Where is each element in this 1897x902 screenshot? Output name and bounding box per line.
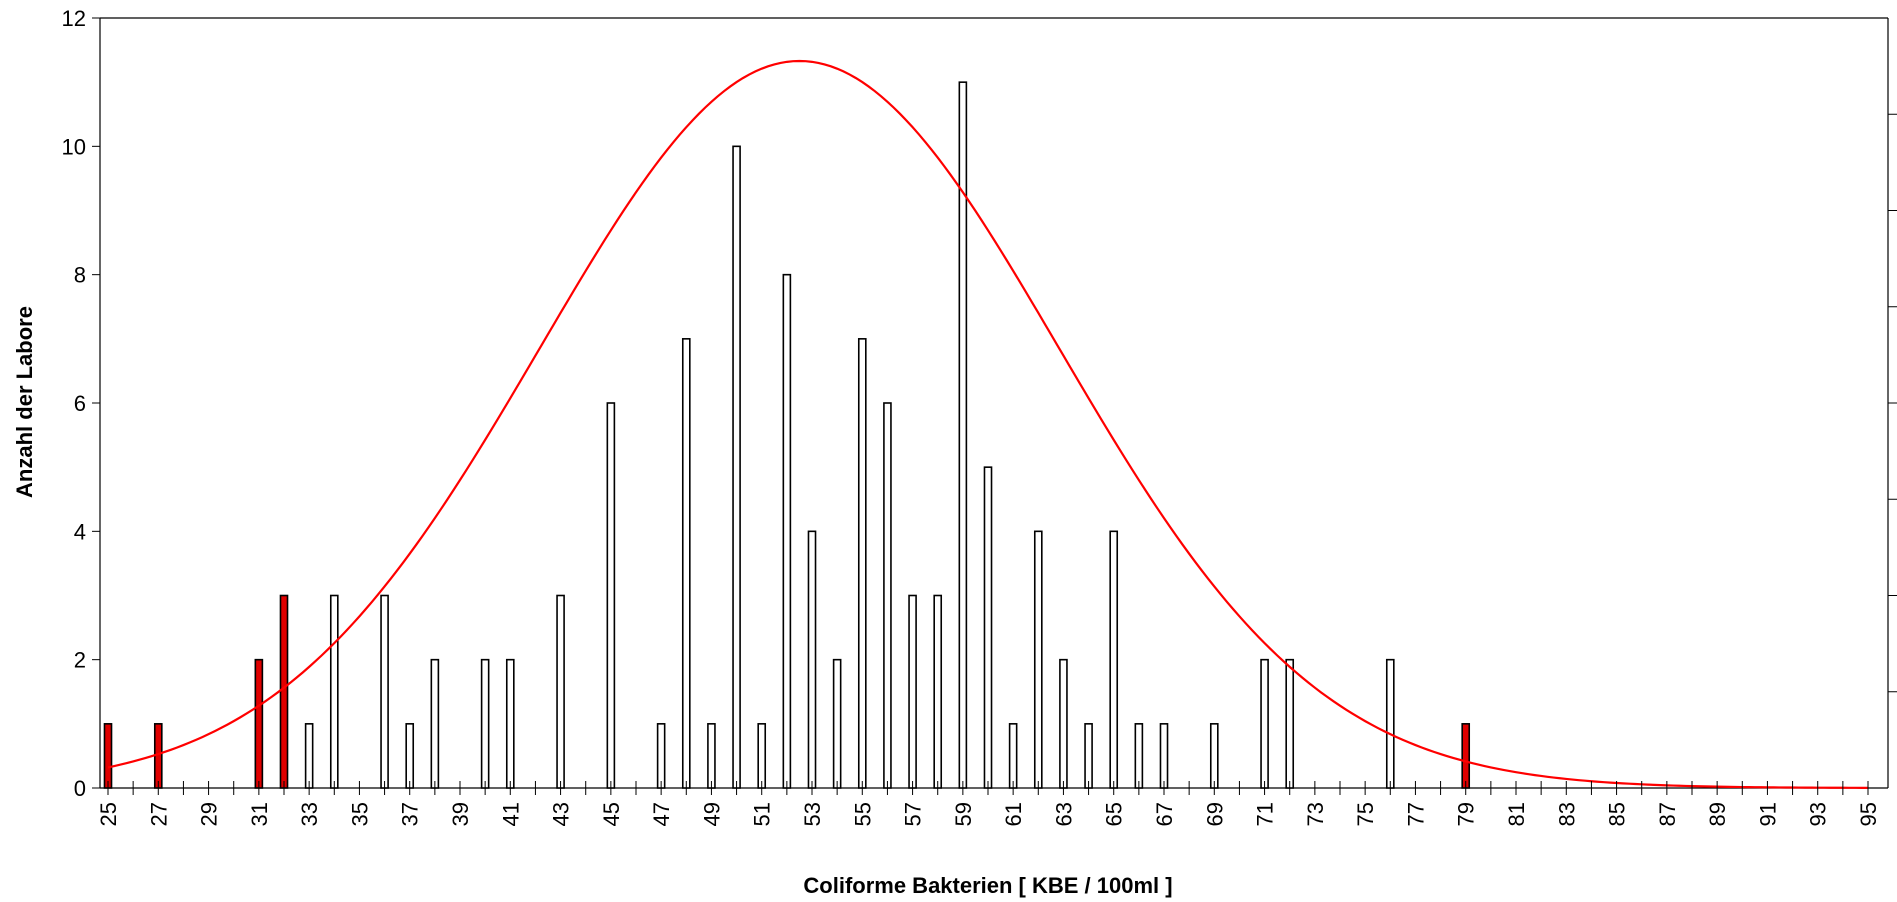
x-tick-label: 35: [347, 802, 372, 826]
bar: [1084, 723, 1093, 789]
bar: [405, 723, 415, 789]
y-tick-label: 8: [74, 263, 86, 288]
bar: [103, 723, 113, 789]
bar: [556, 594, 565, 789]
bar: [380, 594, 389, 789]
bar: [606, 402, 616, 789]
curve-layer: [107, 59, 1869, 789]
bar: [681, 338, 691, 789]
x-tick-label: 69: [1202, 802, 1227, 826]
bar: [832, 658, 842, 789]
x-tick-label: 43: [549, 802, 574, 826]
bar: [1209, 723, 1219, 789]
x-tick-label: 63: [1051, 802, 1076, 826]
x-tick-label: 53: [800, 802, 825, 826]
bar: [1285, 658, 1295, 789]
bar: [1008, 723, 1018, 789]
x-tick-label: 95: [1856, 802, 1881, 826]
bar: [1461, 723, 1471, 789]
bar: [279, 594, 289, 789]
plot-frame: [99, 17, 1897, 789]
x-tick-label: 55: [850, 802, 875, 826]
x-tick-label: 71: [1253, 802, 1278, 826]
bar: [1033, 530, 1043, 789]
x-tick-label: 27: [146, 802, 171, 826]
bar: [908, 594, 917, 789]
y-tick-label: 0: [74, 776, 86, 801]
x-tick-label: 89: [1705, 802, 1730, 826]
x-tick-label: 47: [649, 802, 674, 826]
x-tick-label: 87: [1655, 802, 1680, 826]
x-tick-label: 31: [247, 802, 272, 826]
x-tick-label: 93: [1806, 802, 1831, 826]
x-tick-label: 61: [1001, 802, 1026, 826]
bar: [732, 145, 741, 789]
x-tick-label: 79: [1454, 802, 1479, 826]
x-tick-label: 77: [1403, 802, 1428, 826]
y-tick-label: 6: [74, 391, 86, 416]
bar: [883, 402, 892, 789]
bar: [1059, 658, 1068, 789]
y-axis: 0 2 4 6 8 10 12: [62, 6, 100, 801]
bar: [1385, 658, 1395, 789]
bar: [1260, 658, 1269, 789]
x-tick-label: 83: [1554, 802, 1579, 826]
x-tick-label: 67: [1152, 802, 1177, 826]
bar: [480, 658, 490, 789]
bar: [707, 723, 716, 789]
x-tick-label: 49: [699, 802, 724, 826]
bar: [505, 658, 515, 789]
bar: [656, 723, 666, 789]
y-tick-label: 2: [74, 648, 86, 673]
x-tick-label: 73: [1303, 802, 1328, 826]
x-tick-label: 25: [96, 802, 121, 826]
y-tick-label: 10: [62, 134, 86, 159]
bar: [983, 466, 993, 789]
bar: [1109, 530, 1119, 789]
x-tick-label: 29: [197, 802, 222, 826]
x-tick-label: 75: [1353, 802, 1378, 826]
x-tick-label: 65: [1102, 802, 1127, 826]
bar: [1134, 723, 1144, 789]
x-tick-label: 41: [498, 802, 523, 826]
x-axis: 25 27 29 31 33 35 37 39 41 43 45 47 49 51 53 55 57 59 61 63…: [96, 781, 1881, 826]
x-tick-label: 57: [901, 802, 926, 826]
bar: [782, 273, 792, 789]
bar: [430, 658, 440, 789]
bar: [933, 594, 943, 789]
x-tick-label: 85: [1605, 802, 1630, 826]
y-tick-label: 4: [74, 519, 86, 544]
y-tick-label: 12: [62, 6, 86, 31]
x-tick-label: 39: [448, 802, 473, 826]
x-tick-label: 59: [951, 802, 976, 826]
bars-group: [103, 81, 1471, 789]
bar: [304, 723, 314, 789]
bar: [807, 530, 817, 789]
bar: [329, 594, 339, 789]
x-tick-label: 37: [398, 802, 423, 826]
x-tick-label: 45: [599, 802, 624, 826]
bar: [857, 338, 867, 789]
x-tick-label: 51: [750, 802, 775, 826]
bar: [1159, 723, 1169, 789]
x-tick-label: 33: [297, 802, 322, 826]
x-tick-label: 81: [1504, 802, 1529, 826]
x-axis-title: Coliforme Bakterien [ KBE / 100ml ]: [803, 873, 1172, 898]
bar: [757, 723, 767, 789]
normal-distribution-curve: [107, 59, 1869, 789]
y-axis-title: Anzahl der Labore: [12, 306, 37, 498]
x-tick-label: 91: [1755, 802, 1780, 826]
bar: [254, 658, 264, 789]
